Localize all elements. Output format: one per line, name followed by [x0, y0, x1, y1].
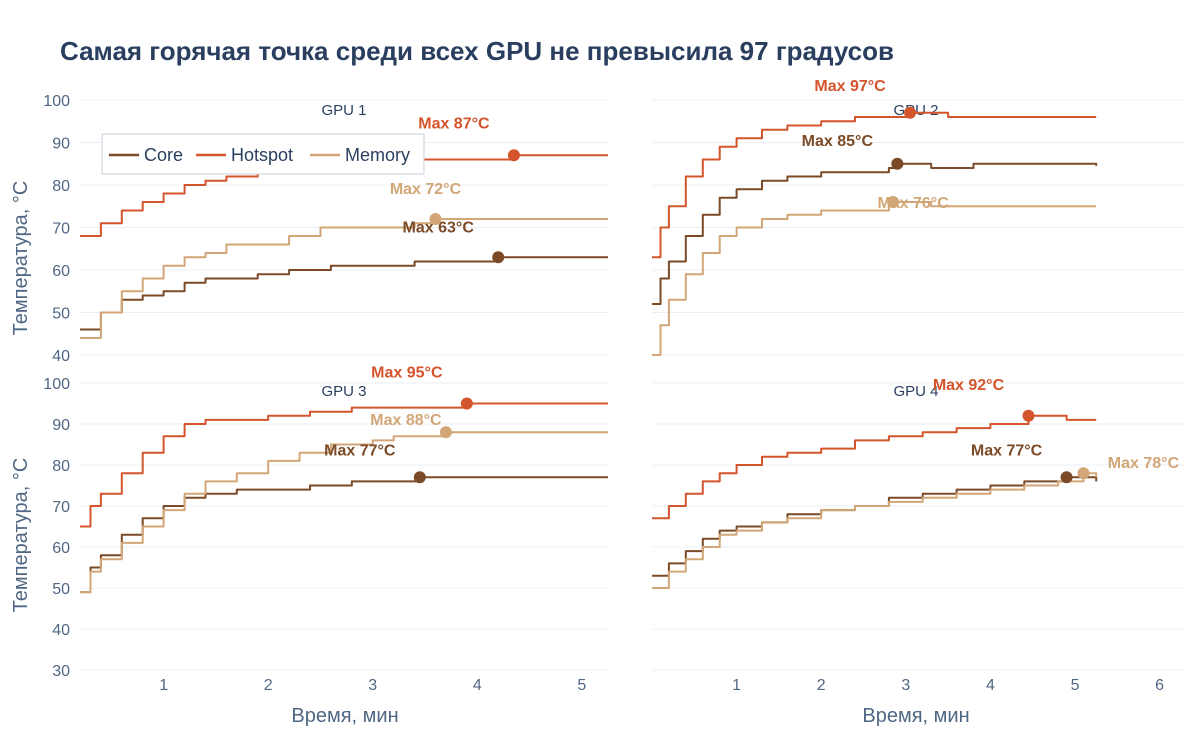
panel-title: GPU 1: [321, 102, 366, 119]
legend-label-memory: Memory: [345, 145, 410, 165]
x-tick-label: 4: [473, 677, 482, 694]
x-tick-label: 5: [1071, 677, 1080, 694]
max-marker-memory: [887, 196, 900, 208]
max-label-memory: Max 88°C: [370, 412, 442, 429]
max-marker-memory: [439, 426, 452, 439]
x-tick-label: 2: [264, 677, 273, 694]
x-tick-label: 3: [901, 677, 910, 694]
series-line-memory: [652, 472, 1098, 589]
max-label-core: Max 77°C: [324, 442, 396, 459]
x-tick-label: 1: [159, 677, 168, 694]
series-line-memory: [652, 201, 1097, 356]
x-tick-label: 4: [986, 677, 995, 694]
x-axis-title-left: Время, мин: [291, 705, 398, 727]
panel-4: 1 2 3 4 5 6 GPU 4 Max 77°C Max 92°C Max 78°C: [652, 377, 1185, 694]
max-marker-memory: [1077, 467, 1090, 480]
y-tick-label: 40: [52, 622, 70, 639]
x-axis-title-right: Время, мин: [862, 705, 969, 727]
y-tick-label: 100: [43, 93, 70, 110]
max-marker-hotspot: [507, 149, 520, 162]
y-tick-label: 50: [52, 306, 70, 323]
panels: 40 50 60 70 80 90 100 GPU 1 Max 63°C Max 87°C Max …: [43, 78, 1185, 694]
max-label-core: Max 63°C: [403, 219, 475, 236]
series-line-hotspot: [652, 414, 1097, 520]
max-marker-core: [1060, 471, 1073, 484]
series-line-core: [652, 476, 1098, 577]
x-tick-label: 3: [368, 677, 377, 694]
max-marker-hotspot: [460, 397, 473, 410]
max-label-hotspot: Max 87°C: [418, 115, 490, 132]
series-line-hotspot: [80, 154, 608, 237]
y-tick-label: 40: [52, 348, 70, 365]
max-marker-core: [413, 471, 426, 484]
series-line-memory: [80, 218, 608, 339]
series-line-core: [652, 162, 1098, 305]
max-marker-core: [891, 157, 904, 170]
max-marker-hotspot: [1022, 409, 1035, 422]
panel-title: GPU 4: [893, 383, 938, 400]
series-line-memory: [80, 431, 608, 594]
max-label-memory: Max 76°C: [877, 195, 949, 212]
y-axis-title-top: Температура, °C: [10, 181, 32, 336]
y-tick-label: 60: [52, 540, 70, 557]
x-tick-label: 5: [577, 677, 586, 694]
max-label-memory: Max 78°C: [1108, 455, 1180, 472]
legend-box: [101, 133, 425, 175]
max-label-hotspot: Max 95°C: [371, 365, 443, 382]
y-tick-label: 90: [52, 136, 70, 153]
series-line-core: [80, 476, 608, 594]
panel-title: GPU 3: [321, 383, 366, 400]
max-marker-core: [492, 251, 505, 264]
y-tick-label: 100: [43, 376, 70, 393]
max-label-core: Max 77°C: [971, 442, 1043, 459]
max-label-hotspot: Max 92°C: [933, 377, 1005, 394]
max-marker-hotspot: [904, 106, 917, 119]
max-marker-memory: [429, 213, 442, 225]
y-tick-label: 30: [52, 663, 70, 680]
y-tick-label: 60: [52, 263, 70, 280]
y-tick-label: 70: [52, 221, 70, 238]
x-tick-label: 1: [732, 677, 741, 694]
panel-3: 30 40 50 60 70 80 90 100 1 2 3 4 5 GPU 3 Max 77°C Max 9…: [43, 365, 608, 694]
legend-label-core: Core: [144, 145, 183, 165]
y-axis-title-bottom: Температура, °C: [10, 458, 32, 613]
y-tick-label: 50: [52, 581, 70, 598]
legend-label-hotspot: Hotspot: [231, 145, 293, 165]
max-label-core: Max 85°C: [802, 133, 874, 150]
series-line-core: [80, 256, 608, 331]
max-label-hotspot: Max 97°C: [814, 78, 886, 95]
y-tick-label: 70: [52, 499, 70, 516]
y-tick-label: 80: [52, 458, 70, 475]
chart-title: Самая горячая точка среди всех GPU не пр…: [60, 36, 894, 66]
y-tick-label: 90: [52, 417, 70, 434]
max-label-memory: Max 72°C: [390, 181, 462, 198]
x-tick-label: 6: [1155, 677, 1164, 694]
series-line-hotspot: [652, 111, 1097, 259]
y-tick-label: 80: [52, 178, 70, 195]
x-tick-label: 2: [817, 677, 826, 694]
legend: Core Hotspot Memory: [101, 133, 425, 175]
series-line-hotspot: [80, 402, 608, 528]
